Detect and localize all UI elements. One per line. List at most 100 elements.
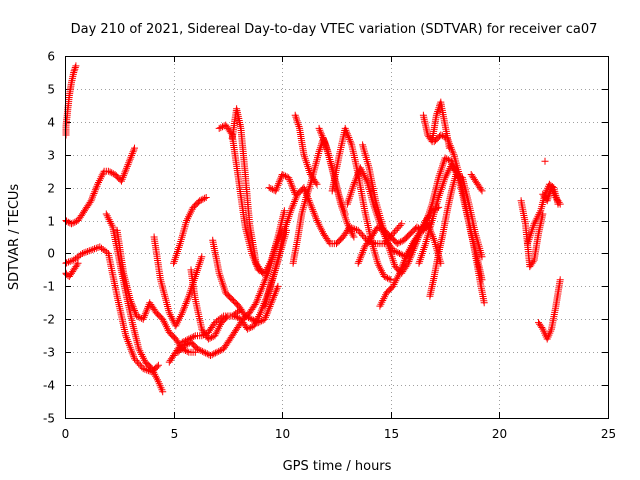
data-point: [135, 360, 143, 368]
data-point: [85, 247, 93, 255]
data-point: [288, 205, 296, 213]
data-point: [265, 304, 273, 312]
data-point: [98, 171, 106, 179]
data-point: [382, 273, 390, 281]
data-point: [397, 238, 405, 246]
data-point: [443, 134, 451, 142]
data-point: [530, 220, 538, 228]
data-point: [203, 350, 211, 358]
data-point: [306, 182, 314, 190]
data-point: [128, 299, 136, 307]
data-point: [141, 365, 149, 373]
y-tick-label: -1: [43, 280, 55, 294]
data-point: [260, 279, 268, 287]
x-tick-label: 0: [62, 427, 70, 441]
data-point: [478, 187, 486, 195]
data-point: [430, 235, 437, 242]
data-point: [122, 166, 130, 174]
data-point: [480, 299, 488, 307]
data-point: [153, 363, 161, 371]
data-point: [413, 223, 421, 231]
data-point: [181, 303, 188, 311]
plot-frame: [65, 56, 609, 419]
data-point: [143, 306, 151, 314]
data-point: [343, 130, 351, 138]
data-point: [66, 257, 74, 265]
data-point: [392, 248, 400, 256]
data-point: [159, 388, 167, 396]
data-point: [443, 155, 451, 163]
data-point: [359, 231, 367, 239]
data-point: [535, 210, 543, 218]
data-point: [126, 155, 134, 163]
data-point: [124, 161, 132, 169]
data-point: [455, 172, 463, 180]
data-point: [286, 177, 294, 185]
data-point: [353, 173, 361, 181]
data-point: [385, 275, 393, 283]
data-point: [447, 143, 455, 151]
data-point: [152, 372, 160, 380]
data-point: [251, 317, 259, 325]
data-point: [87, 246, 95, 254]
data-point: [306, 200, 314, 208]
data-point: [230, 312, 238, 320]
data-point: [309, 207, 317, 215]
data-point: [262, 313, 269, 321]
data-point: [312, 179, 320, 187]
y-tick-label: 6: [47, 50, 55, 64]
data-point: [256, 318, 264, 326]
data-point: [127, 153, 135, 161]
data-point: [63, 259, 71, 267]
data-point: [396, 250, 403, 257]
data-point: [343, 128, 351, 136]
data-point: [188, 333, 196, 341]
data-point: [251, 301, 259, 308]
data-point: [393, 240, 401, 248]
data-point: [183, 347, 191, 355]
data-point: [395, 239, 403, 247]
data-point: [246, 314, 254, 322]
data-point: [255, 292, 263, 299]
chart-title: Day 210 of 2021, Sidereal Day-to-day VTE…: [71, 22, 598, 37]
data-point: [125, 157, 133, 165]
x-tick-label: 20: [492, 427, 507, 441]
data-point: [182, 347, 189, 354]
data-point: [438, 132, 446, 140]
data-point: [394, 249, 402, 257]
data-point: [317, 224, 325, 232]
data-point: [384, 274, 391, 282]
data-point: [137, 349, 145, 357]
data-point: [183, 217, 191, 224]
data-point: [243, 325, 251, 333]
data-point: [261, 277, 269, 285]
data-point: [254, 293, 262, 301]
data-point: [267, 299, 275, 307]
data-point: [350, 180, 358, 188]
data-point: [198, 253, 206, 261]
series-arc-06: [113, 226, 199, 356]
y-tick-label: 2: [47, 182, 55, 196]
data-point: [350, 233, 358, 241]
series-arc-29: [467, 171, 486, 195]
data-point: [317, 128, 325, 136]
data-point: [69, 219, 77, 227]
data-point: [291, 188, 298, 196]
data-point: [407, 243, 415, 251]
data-point: [291, 111, 299, 119]
data-point: [396, 222, 404, 229]
data-point: [408, 250, 416, 258]
data-point: [123, 162, 131, 170]
data-point: [377, 265, 385, 273]
data-point: [167, 313, 175, 320]
data-point: [289, 201, 297, 209]
data-point: [258, 284, 266, 292]
data-point: [94, 180, 102, 188]
data-point: [444, 156, 452, 164]
data-point: [104, 167, 112, 175]
data-point: [347, 227, 355, 235]
data-point: [272, 286, 280, 294]
data-point: [248, 315, 256, 323]
data-point: [282, 172, 289, 180]
data-point: [128, 301, 136, 309]
